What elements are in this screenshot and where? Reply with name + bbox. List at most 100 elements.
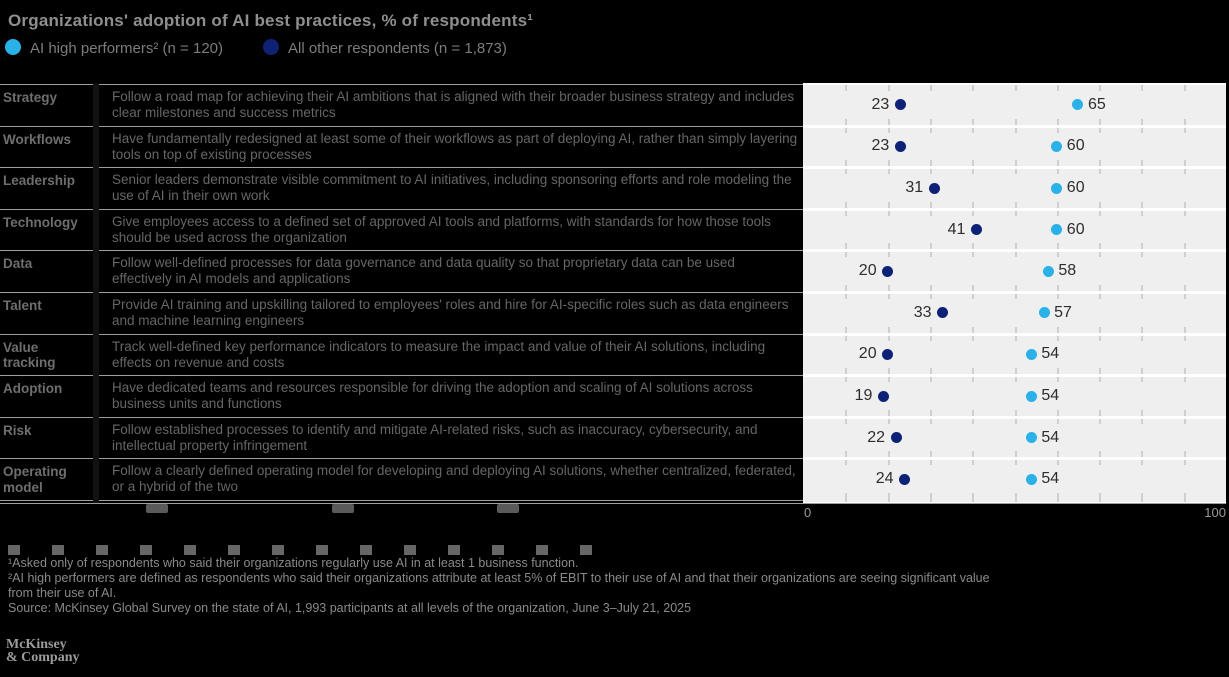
grid-tick (1014, 493, 1017, 502)
row-description: Provide AI training and upskilling tailo… (112, 297, 789, 328)
high-performer-dot (1038, 307, 1050, 319)
grid-tick (1056, 493, 1059, 502)
panel-row-separator (803, 374, 1226, 378)
row-category-label: Workflows (3, 131, 72, 147)
chart-title: Organizations' adoption of AI best pract… (8, 11, 534, 30)
high-performer-dot (1072, 99, 1084, 111)
table-bottom-border (0, 503, 1226, 504)
panel-row-separator (803, 207, 1226, 211)
high-performer-value: 54 (1041, 428, 1060, 446)
other-respondents-value: 19 (854, 387, 873, 404)
high-performer-value: 60 (1066, 179, 1085, 196)
other-respondents-value: 22 (867, 428, 886, 446)
high-performer-dot (1051, 224, 1063, 236)
axis-mark (497, 504, 519, 513)
grid-tick (1099, 493, 1102, 502)
footnote-2: ²AI high performers are defined as respo… (8, 571, 990, 600)
row-description: Follow established processes to identify… (112, 421, 758, 453)
high-performer-dot (1025, 390, 1037, 402)
row-category-label: Strategy (3, 90, 58, 105)
row-category-label: Technology (3, 214, 78, 230)
row-separator (0, 167, 803, 169)
grid-tick (845, 84, 848, 91)
grid-tick (1014, 84, 1017, 91)
row-category-label: Data (3, 256, 33, 272)
legend-label-high-performers: AI high performers² (n = 120) (30, 40, 224, 57)
grid-tick (972, 84, 975, 91)
panel-row-separator (803, 249, 1226, 253)
high-performer-dot (1025, 348, 1037, 360)
legend-dot-other-respondents-icon (263, 39, 279, 55)
row-separator (0, 250, 803, 252)
other-respondents-value: 31 (905, 179, 924, 196)
row-description: Follow well-defined processes for data g… (112, 255, 735, 287)
row-category-label: Leadership (3, 173, 76, 189)
panel-row-separator (803, 291, 1226, 294)
high-performer-value: 65 (1087, 95, 1106, 113)
panel-row-separator (803, 415, 1226, 419)
high-performer-value: 54 (1041, 387, 1060, 404)
high-performer-value: 58 (1058, 262, 1077, 280)
row-separator (0, 500, 803, 501)
source-line: Source: McKinsey Global Survey on the st… (8, 601, 692, 615)
grid-tick (929, 84, 932, 91)
grid-tick (1141, 84, 1144, 91)
high-performer-value: 60 (1066, 137, 1085, 155)
row-description: Have dedicated teams and resources respo… (112, 380, 753, 412)
row-category-label: Adoption (3, 381, 63, 397)
footnote-1: ¹Asked only of respondents who said thei… (8, 556, 579, 570)
grid-tick (1099, 84, 1102, 91)
other-respondents-value: 23 (871, 137, 890, 155)
row-separator (0, 458, 803, 460)
high-performer-dot (1042, 265, 1054, 277)
logo-line-2: & Company (6, 650, 80, 665)
high-performer-value: 60 (1066, 220, 1085, 238)
row-category-label: Talent (3, 298, 42, 313)
row-separator (0, 125, 803, 127)
other-respondents-value: 20 (858, 262, 877, 280)
column-divider (93, 84, 99, 503)
row-description: Follow a clearly defined operating model… (112, 463, 796, 495)
row-description: Give employees access to a defined set o… (112, 213, 771, 245)
panel-row-separator (803, 457, 1226, 461)
high-performer-dot (1025, 473, 1037, 485)
high-performer-dot (1051, 140, 1063, 152)
high-performer-value: 54 (1041, 470, 1060, 488)
grid-tick (1183, 84, 1186, 91)
grid-tick (972, 493, 975, 502)
row-category-label: Operating model (3, 464, 67, 495)
panel-top-edge (803, 83, 1226, 85)
other-respondents-dot (928, 182, 940, 194)
high-performer-dot (1025, 432, 1037, 444)
row-separator (0, 292, 803, 293)
other-respondents-value: 24 (875, 470, 894, 488)
row-separator (0, 208, 803, 210)
row-category-label: Risk (3, 422, 32, 438)
grid-tick (1183, 493, 1186, 502)
row-separator (0, 375, 803, 377)
note-row-marks (8, 545, 593, 555)
panel-row-separator (803, 332, 1226, 336)
other-respondents-dot (894, 99, 906, 111)
high-performer-value: 57 (1054, 303, 1072, 321)
panel-row-separator (803, 166, 1226, 170)
grid-tick (887, 493, 890, 502)
high-performer-value: 54 (1041, 345, 1060, 363)
row-description: Senior leaders demonstrate visible commi… (112, 172, 792, 204)
panel-row-separator (803, 124, 1226, 128)
other-respondents-dot (970, 224, 982, 236)
axis-mark (332, 504, 354, 513)
other-respondents-dot (937, 307, 949, 319)
grid-tick (1141, 493, 1144, 502)
row-description: Track well-defined key performance indic… (112, 338, 766, 370)
x-axis-min-label: 0 (804, 505, 812, 520)
grid-tick (887, 84, 890, 91)
mckinsey-logo: McKinsey & Company (6, 638, 80, 665)
other-respondents-value: 41 (947, 220, 966, 238)
other-respondents-dot (890, 432, 902, 444)
axis-mark (146, 504, 168, 513)
other-respondents-dot (894, 140, 906, 152)
other-respondents-dot (882, 348, 894, 360)
